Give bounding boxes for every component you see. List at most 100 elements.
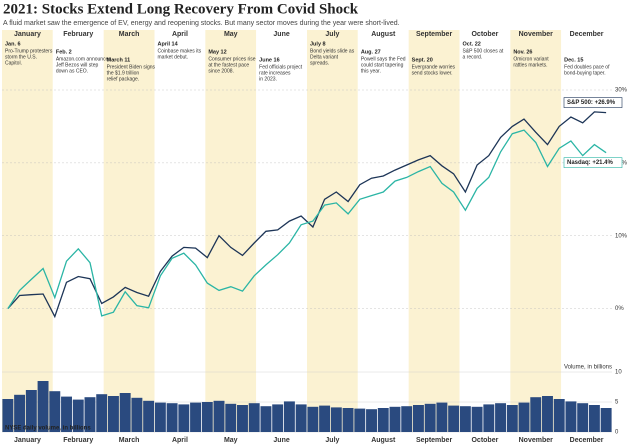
volume-bar <box>201 402 213 432</box>
month-label: November <box>519 31 554 38</box>
volume-bar <box>307 406 319 432</box>
note-text: Evergrande worries <box>412 64 456 70</box>
volume-bar <box>260 406 272 432</box>
volume-bar <box>401 406 413 432</box>
volume-bar <box>283 401 295 432</box>
note-date: Oct. 22 <box>463 41 481 47</box>
month-label: July <box>325 437 339 444</box>
note-text: Amazon.com announces <box>56 56 112 62</box>
volume-bar <box>72 399 84 432</box>
note-text: rattles markets. <box>513 62 547 68</box>
volume-bar <box>483 404 495 432</box>
note-text: bond-buying taper. <box>564 70 605 76</box>
note-text: since 2008. <box>208 68 234 74</box>
month-label: December <box>570 437 604 444</box>
volume-axis-label: Volume, in billions <box>564 365 612 371</box>
month-label: March <box>119 31 140 38</box>
month-band <box>52 30 104 432</box>
series-line <box>7 111 607 319</box>
note-text: send stocks lower. <box>412 70 453 76</box>
note-text: relief package. <box>107 76 140 82</box>
month-band <box>561 30 612 432</box>
note-text: S&P 500 closes at <box>463 48 504 54</box>
note-date: April 14 <box>158 41 179 47</box>
volume-bar <box>119 393 131 432</box>
volume-bar <box>389 406 401 432</box>
month-label: September <box>416 437 452 444</box>
month-label: January <box>14 31 41 38</box>
note-date: Jan. 6 <box>5 41 21 47</box>
volume-bar <box>553 399 565 432</box>
month-band <box>2 30 53 432</box>
note-text: rate increases <box>259 70 291 76</box>
note-text: the $1.9 trillion <box>107 70 140 76</box>
month-label: October <box>471 31 498 38</box>
volume-bar <box>61 396 72 432</box>
chart-title: 2021: Stocks Extend Long Recovery From C… <box>3 1 359 17</box>
note-text: could start tapering <box>361 62 404 68</box>
note-date: March 11 <box>107 57 131 63</box>
note-text: Omicron variant <box>513 56 549 62</box>
note-text: storm the U.S. <box>5 54 37 60</box>
note-date: Sept. 20 <box>412 57 433 63</box>
volume-bar <box>330 407 342 432</box>
volume-bar <box>471 406 483 432</box>
month-label: October <box>471 437 498 444</box>
volume-bar <box>377 408 389 432</box>
y-tick-label: 0 <box>615 430 619 436</box>
month-label: April <box>172 31 188 38</box>
month-label: February <box>63 437 93 444</box>
volume-bar <box>143 400 155 432</box>
month-label: August <box>371 31 396 38</box>
volume-bar <box>178 404 190 432</box>
note-text: Pro-Trump protesters <box>5 48 53 54</box>
volume-bar <box>577 403 589 432</box>
volume-bar <box>495 403 507 432</box>
y-tick-label: 30% <box>615 88 628 94</box>
note-text: Capitol. <box>5 60 22 66</box>
note-text: market debut. <box>158 54 189 60</box>
chart-subtitle: A fluid market saw the emergence of EV, … <box>3 20 400 27</box>
volume-bar <box>412 405 424 432</box>
note-text: down as CEO. <box>56 68 88 74</box>
volume-bar <box>154 402 166 432</box>
volume-bar <box>588 405 600 432</box>
note-date: July 8 <box>310 41 326 47</box>
end-label: S&P 500: +26.9% <box>567 100 616 106</box>
note-text: a record. <box>463 54 483 60</box>
month-band <box>154 30 206 432</box>
note-date: Feb. 2 <box>56 49 72 55</box>
note-text: this year. <box>361 68 381 74</box>
note-text: spreads. <box>310 60 329 66</box>
note-text: at the fastest pace <box>208 62 249 68</box>
volume-label: NYSE daily volume, in billions <box>5 426 91 432</box>
end-label: Nasdaq: +21.4% <box>567 160 614 166</box>
month-band <box>408 30 460 432</box>
note-text: Consumer prices rise <box>208 56 255 62</box>
month-band <box>205 30 257 432</box>
month-label: January <box>14 437 41 444</box>
month-label: May <box>224 437 238 444</box>
volume-bar <box>213 400 225 432</box>
volume-bar <box>49 391 61 432</box>
y-tick-label: 0% <box>615 306 624 312</box>
y-tick-label: 10 <box>615 370 622 376</box>
volume-bar <box>530 397 542 432</box>
volume-bar <box>84 397 96 432</box>
volume-bar <box>272 404 284 432</box>
month-label: June <box>273 437 289 444</box>
note-text: President Biden signs <box>107 64 156 70</box>
note-date: June 16 <box>259 57 279 63</box>
month-label: March <box>119 437 140 444</box>
volume-bar <box>518 402 530 432</box>
month-label: May <box>224 31 238 38</box>
note-date: Nov. 26 <box>513 49 532 55</box>
volume-bar <box>131 397 143 432</box>
volume-bar <box>166 403 178 432</box>
end-label-box <box>563 157 623 168</box>
month-bands <box>2 30 612 432</box>
volume-bar <box>107 396 119 432</box>
month-band <box>459 30 511 432</box>
volume-bar <box>37 381 49 432</box>
